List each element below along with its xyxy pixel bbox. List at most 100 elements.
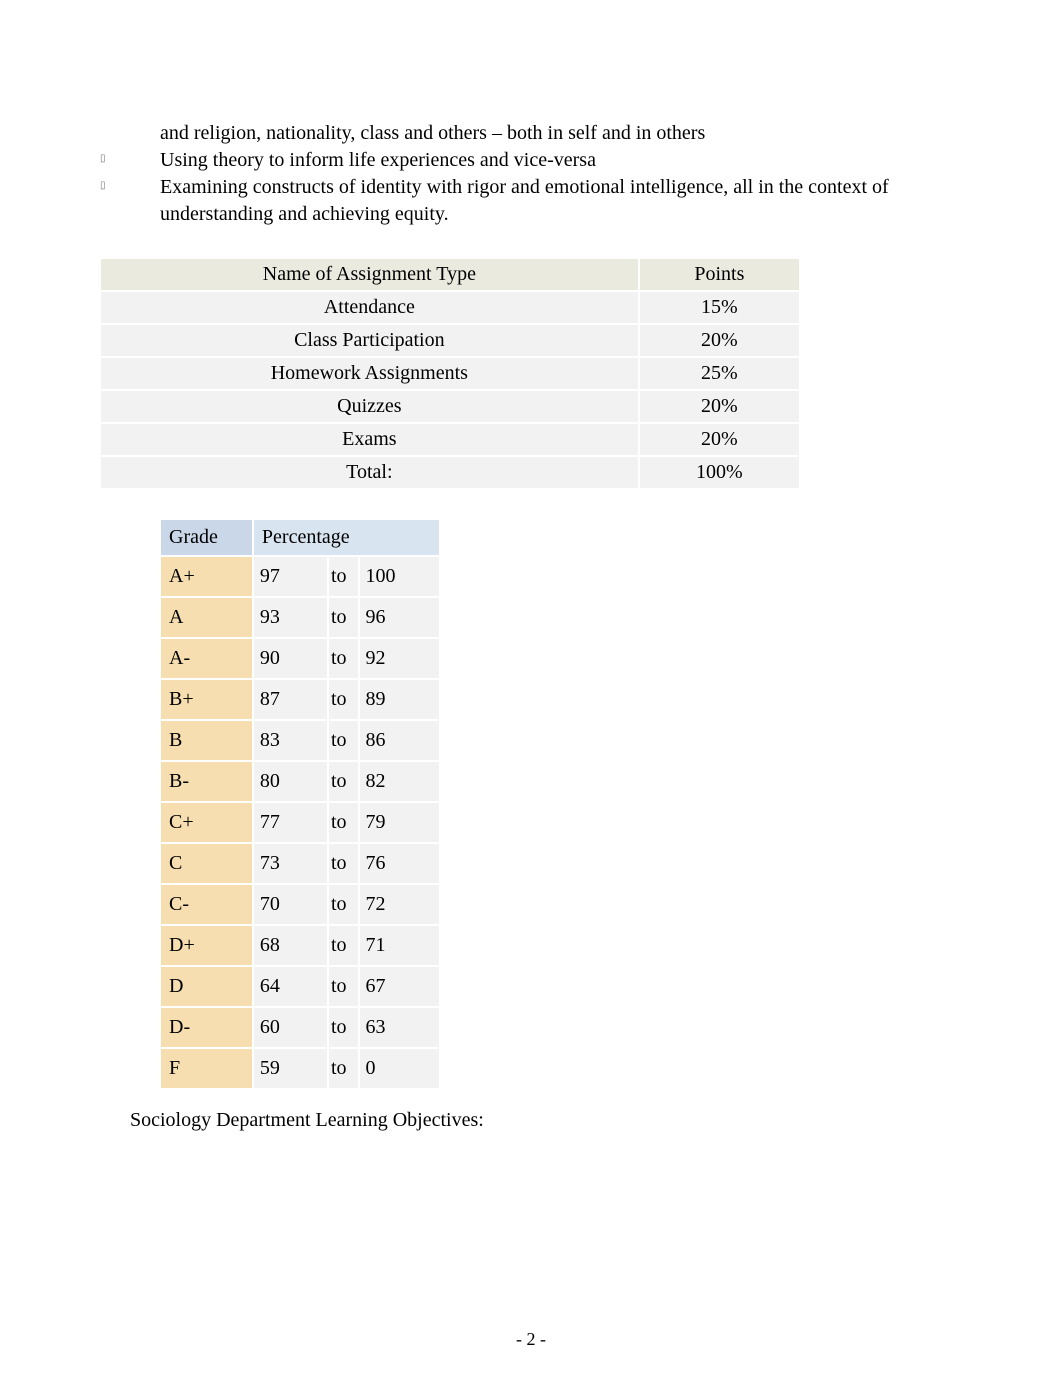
table-header-row: Grade Percentage [160,519,440,556]
cell-points: 100% [639,456,800,489]
cell-high-pct: 89 [359,679,440,720]
cell-grade-letter: C [160,843,253,884]
cell-points: 15% [639,291,800,324]
header-grade: Grade [160,519,253,556]
cell-low-pct: 59 [253,1048,328,1089]
cell-grade-letter: D- [160,1007,253,1048]
cell-low-pct: 73 [253,843,328,884]
cell-high-pct: 79 [359,802,440,843]
cell-grade-letter: C+ [160,802,253,843]
table-row: D- 60 to 63 [160,1007,440,1048]
cell-low-pct: 64 [253,966,328,1007]
table-row: A+ 97 to 100 [160,556,440,597]
table-row: F 59 to 0 [160,1048,440,1089]
cell-low-pct: 68 [253,925,328,966]
cell-low-pct: 93 [253,597,328,638]
header-points: Points [639,258,800,291]
table-row: Exams 20% [100,423,800,456]
table-row: A- 90 to 92 [160,638,440,679]
cell-grade-letter: A+ [160,556,253,597]
cell-to: to [328,720,359,761]
cell-to: to [328,761,359,802]
table-row: Attendance 15% [100,291,800,324]
cell-to: to [328,925,359,966]
cell-high-pct: 63 [359,1007,440,1048]
cell-to: to [328,966,359,1007]
cell-to: to [328,843,359,884]
cell-grade-letter: D+ [160,925,253,966]
table-row: C- 70 to 72 [160,884,440,925]
header-assignment-name: Name of Assignment Type [100,258,639,291]
cell-points: 20% [639,390,800,423]
cell-assignment-name: Total: [100,456,639,489]
cell-high-pct: 86 [359,720,440,761]
cell-assignment-name: Homework Assignments [100,357,639,390]
cell-to: to [328,597,359,638]
cell-low-pct: 87 [253,679,328,720]
cell-high-pct: 67 [359,966,440,1007]
table-row: C+ 77 to 79 [160,802,440,843]
table-row: A 93 to 96 [160,597,440,638]
header-percentage: Percentage [253,519,440,556]
cell-low-pct: 90 [253,638,328,679]
cell-points: 20% [639,324,800,357]
cell-high-pct: 71 [359,925,440,966]
cell-low-pct: 80 [253,761,328,802]
table-row: Quizzes 20% [100,390,800,423]
cell-high-pct: 76 [359,843,440,884]
table-row: Total: 100% [100,456,800,489]
cell-to: to [328,802,359,843]
cell-grade-letter: C- [160,884,253,925]
cell-assignment-name: Exams [100,423,639,456]
cell-low-pct: 77 [253,802,328,843]
cell-grade-letter: B [160,720,253,761]
cell-grade-letter: A [160,597,253,638]
department-heading: Sociology Department Learning Objectives… [130,1109,962,1132]
cell-to: to [328,638,359,679]
table-row: Homework Assignments 25% [100,357,800,390]
table-row: C 73 to 76 [160,843,440,884]
table-header-row: Name of Assignment Type Points [100,258,800,291]
cell-grade-letter: F [160,1048,253,1089]
table-row: B+ 87 to 89 [160,679,440,720]
bullet-continuation-text: and religion, nationality, class and oth… [160,120,962,147]
cell-assignment-name: Quizzes [100,390,639,423]
bullet-item: ▯ Using theory to inform life experience… [100,147,962,174]
cell-low-pct: 83 [253,720,328,761]
bullet-list: and religion, nationality, class and oth… [100,120,962,228]
table-row: D+ 68 to 71 [160,925,440,966]
cell-low-pct: 60 [253,1007,328,1048]
bullet-icon: ▯ [100,147,160,164]
bullet-icon: ▯ [100,174,160,191]
table-row: B- 80 to 82 [160,761,440,802]
cell-to: to [328,884,359,925]
cell-points: 20% [639,423,800,456]
cell-assignment-name: Class Participation [100,324,639,357]
cell-assignment-name: Attendance [100,291,639,324]
cell-high-pct: 82 [359,761,440,802]
cell-to: to [328,1007,359,1048]
cell-to: to [328,1048,359,1089]
bullet-text: Using theory to inform life experiences … [160,147,962,174]
cell-high-pct: 0 [359,1048,440,1089]
cell-high-pct: 96 [359,597,440,638]
table-row: D 64 to 67 [160,966,440,1007]
bullet-item: ▯ Examining constructs of identity with … [100,174,962,228]
cell-low-pct: 70 [253,884,328,925]
cell-high-pct: 100 [359,556,440,597]
cell-grade-letter: A- [160,638,253,679]
cell-high-pct: 72 [359,884,440,925]
assignment-table: Name of Assignment Type Points Attendanc… [100,258,800,489]
cell-grade-letter: B+ [160,679,253,720]
grading-scale-table: Grade Percentage A+ 97 to 100 A 93 to 96… [160,519,440,1089]
cell-low-pct: 97 [253,556,328,597]
cell-high-pct: 92 [359,638,440,679]
page-number: - 2 - [0,1329,1062,1350]
document-page: and religion, nationality, class and oth… [0,0,1062,1376]
cell-grade-letter: D [160,966,253,1007]
cell-to: to [328,679,359,720]
cell-points: 25% [639,357,800,390]
table-row: Class Participation 20% [100,324,800,357]
bullet-text: Examining constructs of identity with ri… [160,174,962,228]
table-row: B 83 to 86 [160,720,440,761]
